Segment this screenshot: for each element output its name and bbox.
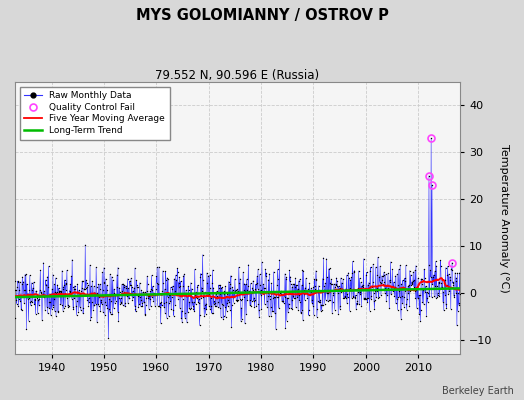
Text: MYS GOLOMIANNY / OSTROV P: MYS GOLOMIANNY / OSTROV P: [136, 8, 388, 23]
Text: Berkeley Earth: Berkeley Earth: [442, 386, 514, 396]
Legend: Raw Monthly Data, Quality Control Fail, Five Year Moving Average, Long-Term Tren: Raw Monthly Data, Quality Control Fail, …: [19, 86, 170, 140]
Title: 79.552 N, 90.596 E (Russia): 79.552 N, 90.596 E (Russia): [156, 69, 320, 82]
Y-axis label: Temperature Anomaly (°C): Temperature Anomaly (°C): [499, 144, 509, 292]
